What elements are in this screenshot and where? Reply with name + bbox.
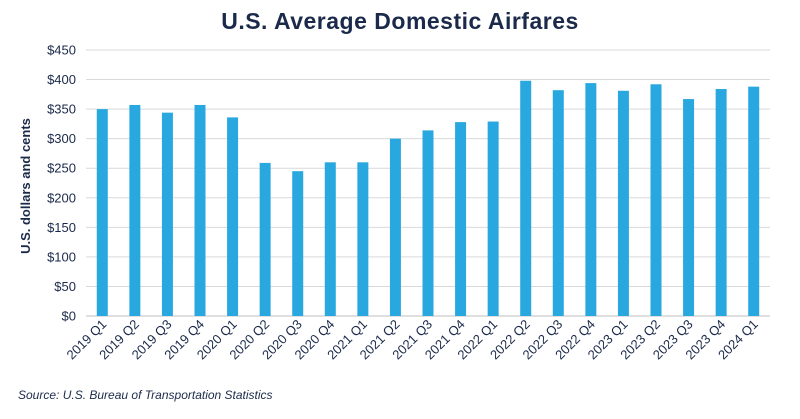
bars — [96, 80, 760, 317]
bar — [617, 90, 629, 316]
y-tick-label: $150 — [47, 220, 76, 235]
bar — [292, 171, 304, 316]
bar — [96, 109, 108, 316]
y-axis-ticks: $0 $50 $100 $150 $200 $250 $300 $350 $400 $450 — [47, 43, 76, 324]
bar — [324, 162, 336, 316]
bar — [194, 104, 206, 317]
y-tick-label: $50 — [54, 279, 76, 294]
bar — [259, 162, 271, 316]
y-tick-label: $400 — [47, 72, 76, 87]
bar — [227, 117, 239, 317]
y-tick-label: $300 — [47, 131, 76, 146]
bar — [455, 122, 467, 316]
chart-title: U.S. Average Domestic Airfares — [221, 8, 579, 34]
y-tick-label: $450 — [47, 43, 76, 58]
bar — [552, 90, 564, 316]
y-tick-label: $0 — [62, 309, 76, 324]
bar — [129, 104, 141, 317]
bar — [748, 86, 760, 316]
bar — [487, 121, 499, 316]
y-tick-label: $100 — [47, 249, 76, 264]
bar — [389, 138, 401, 316]
y-tick-label: $200 — [47, 190, 76, 205]
y-axis-label: U.S. dollars and cents — [18, 118, 33, 254]
bar — [650, 84, 662, 316]
bar — [357, 162, 369, 316]
bar — [520, 80, 532, 316]
bar — [422, 130, 434, 316]
y-tick-label: $250 — [47, 161, 76, 176]
bar — [585, 83, 597, 316]
bar — [683, 99, 695, 316]
bar — [161, 112, 173, 316]
bar — [715, 89, 727, 316]
source-note: Source: U.S. Bureau of Transportation St… — [18, 388, 273, 402]
y-tick-label: $350 — [47, 102, 76, 117]
